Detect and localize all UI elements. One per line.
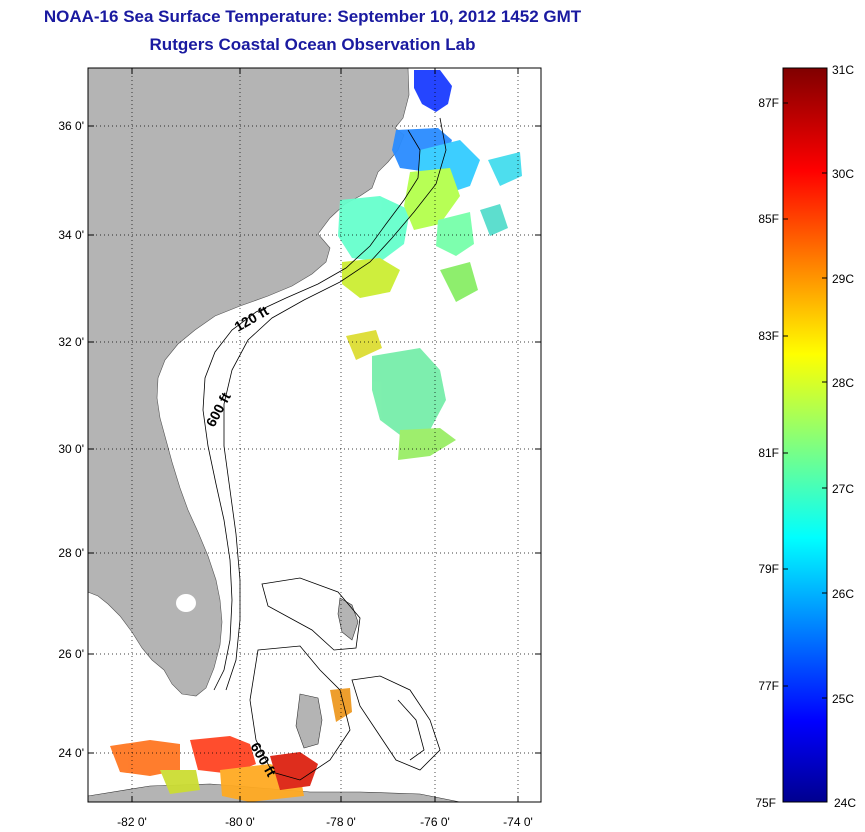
celsius-label: 29C	[832, 272, 854, 286]
colorbar-fahrenheit-labels: 87F 85F 83F 81F 79F 77F 75F	[755, 96, 779, 810]
celsius-label: 25C	[832, 692, 854, 706]
fahrenheit-label: 83F	[758, 329, 779, 343]
fahrenheit-label: 81F	[758, 446, 779, 460]
fahrenheit-label: 87F	[758, 96, 779, 110]
fahrenheit-label: 85F	[758, 212, 779, 226]
fahrenheit-label: 79F	[758, 562, 779, 576]
colorbar	[782, 67, 828, 803]
lat-label: 34 0'	[58, 228, 84, 242]
land-andros	[295, 693, 323, 749]
celsius-label: 24C	[834, 796, 856, 810]
lat-label: 26 0'	[58, 647, 84, 661]
lat-tick-marks	[88, 125, 541, 754]
lake-okeechobee	[176, 594, 196, 612]
lon-label: -74 0'	[503, 815, 533, 829]
lon-label: -82 0'	[117, 815, 147, 829]
celsius-label: 31C	[832, 63, 854, 77]
map-area: 120 ft 600 ft 600 ft	[88, 68, 541, 802]
lon-tick-labels: -82 0' -80 0' -78 0' -76 0' -74 0'	[117, 815, 533, 829]
map-subtitle: Rutgers Coastal Ocean Observation Lab	[149, 35, 476, 54]
lon-label: -78 0'	[326, 815, 356, 829]
celsius-label: 27C	[832, 482, 854, 496]
map-frame	[87, 67, 542, 803]
lon-label: -76 0'	[420, 815, 450, 829]
lat-label: 36 0'	[58, 119, 84, 133]
land-abaco	[337, 597, 359, 641]
lon-tick-marks	[131, 68, 519, 802]
celsius-label: 30C	[832, 167, 854, 181]
celsius-label: 26C	[832, 587, 854, 601]
fahrenheit-label: 75F	[755, 796, 776, 810]
lat-tick-labels: 36 0' 34 0' 32 0' 30 0' 28 0' 26 0' 24 0…	[58, 119, 84, 760]
lat-label: 32 0'	[58, 335, 84, 349]
fahrenheit-label: 77F	[758, 679, 779, 693]
lat-label: 30 0'	[58, 442, 84, 456]
colorbar-ticks	[783, 102, 827, 699]
map-title: NOAA-16 Sea Surface Temperature: Septemb…	[43, 7, 582, 26]
lat-label: 28 0'	[58, 546, 84, 560]
lon-label: -80 0'	[225, 815, 255, 829]
lat-label: 24 0'	[58, 746, 84, 760]
celsius-label: 28C	[832, 376, 854, 390]
land-mainland	[88, 68, 410, 697]
colorbar-celsius-labels: 31C 30C 29C 28C 27C 26C 25C 24C	[832, 63, 856, 810]
sst-data-layer	[110, 70, 522, 802]
